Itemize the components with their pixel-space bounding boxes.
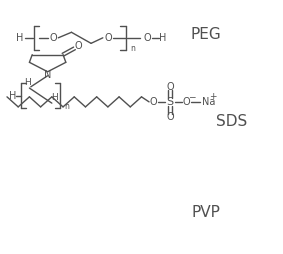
Text: H: H [159, 33, 166, 43]
Text: H: H [16, 33, 23, 43]
Text: SDS: SDS [216, 115, 247, 130]
Text: O: O [104, 33, 112, 43]
Text: H: H [9, 91, 16, 101]
Text: O: O [149, 97, 157, 107]
Text: N: N [44, 71, 51, 81]
Text: O: O [166, 112, 174, 122]
Text: O: O [166, 82, 174, 92]
Text: O: O [50, 33, 57, 43]
Text: H: H [24, 78, 31, 87]
Text: −: − [188, 92, 195, 101]
Text: PEG: PEG [190, 27, 221, 42]
Text: O: O [143, 33, 151, 43]
Text: S: S [166, 97, 174, 107]
Text: n: n [64, 102, 69, 112]
Text: Na: Na [202, 97, 215, 107]
Text: PVP: PVP [192, 205, 220, 220]
Text: +: + [209, 92, 216, 101]
Text: n: n [130, 44, 135, 53]
Text: O: O [183, 97, 190, 107]
Text: O: O [75, 41, 82, 51]
Text: H: H [51, 93, 57, 102]
